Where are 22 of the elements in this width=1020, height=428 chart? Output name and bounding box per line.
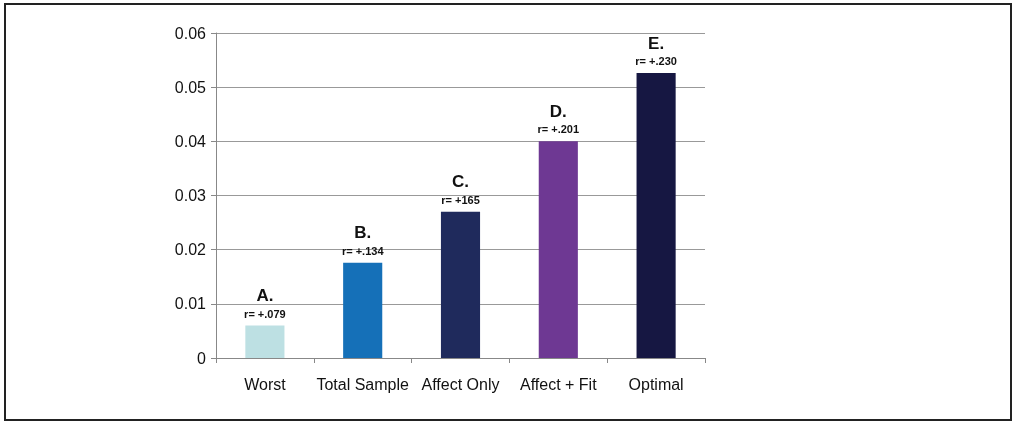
y-tick-label: 0 [197,349,207,367]
annotation: C. r= +165 [441,172,480,206]
x-tick-label: Total Sample [316,375,410,393]
y-tick-label: 0.05 [174,78,207,96]
bar [440,211,481,358]
annotation: D. r= +.201 [537,101,580,136]
annotation: A. r= +.079 [244,286,286,320]
x-tick-label: Affect Only [421,375,500,393]
y-tick-label: 0.03 [174,187,207,204]
x-tick-label: Worst [244,375,287,393]
bar [538,141,578,358]
bar [636,73,676,358]
bar [343,262,383,358]
x-tick-label: Optimal [628,375,684,393]
annotation: E. r= +.230 [635,33,677,68]
x-tick-label: Affect + Fit [519,375,598,393]
y-tick-label: 0.06 [174,24,207,42]
y-tick-label: 0.04 [174,132,207,150]
annotation: B. r= +.134 [341,223,385,257]
bar [245,325,285,358]
y-tick-label: 0.02 [174,241,207,259]
y-tick-label: 0.01 [174,295,207,313]
